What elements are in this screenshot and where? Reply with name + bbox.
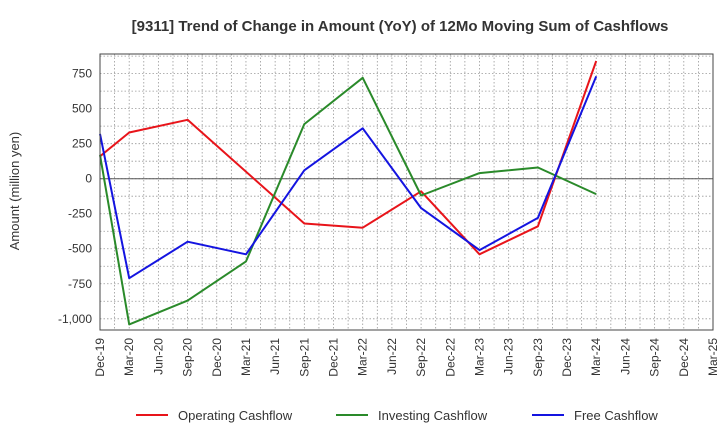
x-tick-labels: Dec-19 Mar-20 Jun-20 Sep-20 Dec-20 Mar-21 Jun-…	[93, 338, 720, 377]
x-tick-label: Dec-19	[93, 338, 107, 377]
x-tick-label: Sep-21	[297, 338, 311, 377]
y-tick-label: -500	[68, 242, 92, 256]
y-tick-label: -750	[68, 277, 92, 291]
y-axis-label: Amount (million yen)	[7, 132, 22, 251]
x-tick-label: Mar-25	[706, 338, 720, 376]
x-tick-label: Mar-22	[356, 338, 370, 376]
legend-label-1: Operating Cashflow	[178, 408, 293, 423]
series-line-2	[99, 76, 597, 326]
legend: Operating Cashflow Investing Cashflow Free…	[136, 408, 658, 423]
y-tick-label: 500	[72, 102, 92, 116]
legend-label-3: Free Cashflow	[574, 408, 658, 423]
x-tick-label: Sep-24	[648, 338, 662, 377]
y-tick-label: 250	[72, 137, 92, 151]
y-tick-labels: 750 500 250 0 -250 -500 -750 -1,000	[58, 67, 92, 326]
x-tick-label: Mar-21	[239, 338, 253, 376]
legend-label-2: Investing Cashflow	[378, 408, 488, 423]
x-tick-label: Mar-20	[122, 338, 136, 376]
chart-title: [9311] Trend of Change in Amount (YoY) o…	[132, 18, 669, 35]
series-line-1	[99, 60, 598, 256]
grid	[99, 54, 714, 330]
x-tick-label: Dec-20	[210, 338, 224, 377]
x-tick-label: Dec-24	[677, 338, 691, 377]
x-tick-label: Jun-20	[151, 338, 165, 375]
x-tick-label: Sep-22	[414, 338, 428, 377]
x-tick-label: Sep-20	[181, 338, 195, 377]
y-tick-label: 750	[72, 67, 92, 81]
y-tick-label: -1,000	[58, 312, 92, 326]
x-tick-label: Jun-24	[618, 338, 632, 375]
plot-frame	[99, 53, 714, 331]
x-tick-label: Jun-21	[268, 338, 282, 375]
x-tick-label: Dec-23	[560, 338, 574, 377]
x-tick-label: Jun-23	[502, 338, 516, 375]
x-tick-label: Sep-23	[531, 338, 545, 377]
y-tick-label: -250	[68, 207, 92, 221]
series-line-3	[99, 76, 598, 280]
y-tick-label: 0	[85, 172, 92, 186]
x-tick-label: Jun-22	[385, 338, 399, 375]
series-lines	[99, 60, 598, 326]
x-tick-label: Dec-22	[443, 338, 457, 377]
x-tick-label: Dec-21	[327, 338, 341, 377]
x-tick-label: Mar-23	[472, 338, 486, 376]
x-tick-label: Mar-24	[589, 338, 603, 376]
